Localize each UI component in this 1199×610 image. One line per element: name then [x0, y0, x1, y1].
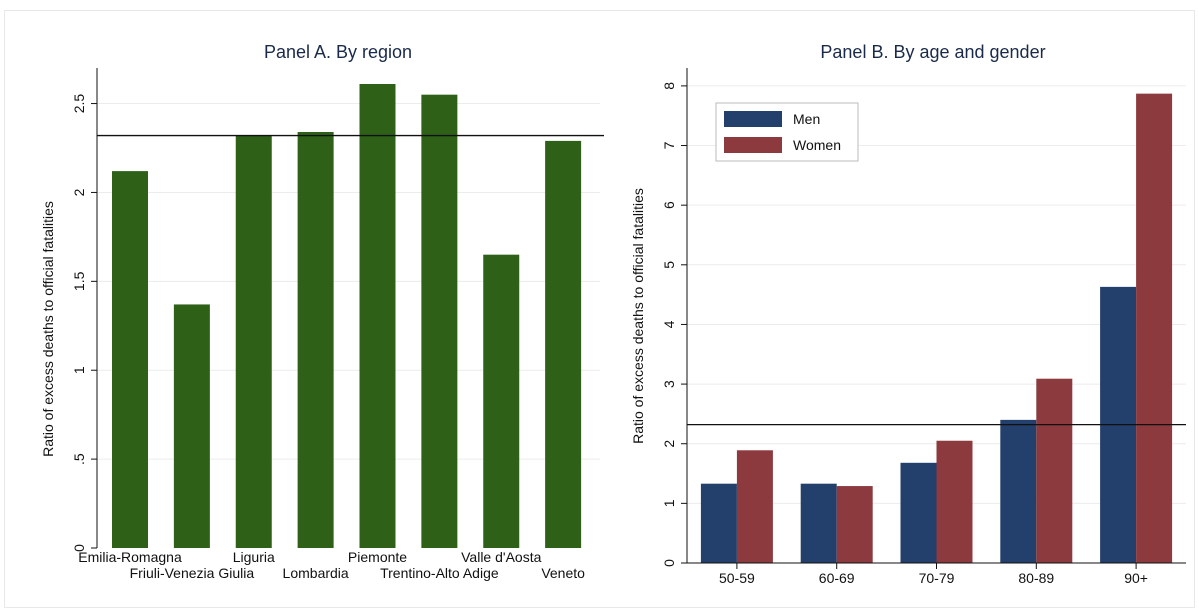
panel-a-x-tick-label: Liguria — [233, 549, 275, 565]
panel-a-y-tick-label: 1.5 — [71, 271, 87, 291]
panel-b-y-tick-label: 0 — [661, 559, 677, 567]
panel-b-x-axis: 50-59 60-69 70-79 80-89 90+ — [719, 563, 1148, 586]
legend-label-men: Men — [793, 111, 820, 127]
panel-b-y-tick-label: 3 — [661, 380, 677, 388]
panel-b-bar-women — [836, 486, 873, 563]
panel-a-y-tick-label: 2.5 — [71, 94, 87, 114]
panel-b-y-tick-label: 7 — [661, 141, 677, 149]
panel-b-y-tick-label: 6 — [661, 201, 677, 209]
panel-a-y-tick-label: .5 — [71, 453, 87, 465]
panel-b-bar-women — [1036, 378, 1073, 563]
panel-b-bar-women — [736, 450, 773, 563]
panel-b-x-tick-label: 70-79 — [919, 570, 955, 586]
panel-a: Panel A. By region Ratio of excess death… — [40, 42, 604, 581]
panel-a-bar — [235, 135, 272, 549]
panel-a-bar — [173, 304, 210, 548]
panel-a-bars — [112, 84, 582, 549]
panel-a-x-tick-label: Valle d'Aosta — [461, 549, 541, 565]
panel-a-y-tick-label: 1 — [71, 366, 87, 374]
panel-a-x-tick-label: Lombardia — [283, 565, 349, 581]
panel-b-bars — [700, 93, 1173, 563]
panel-b-bar-men — [1000, 419, 1037, 563]
panel-b-bar-men — [900, 462, 937, 563]
panel-a-y-tick-label: 2 — [71, 188, 87, 196]
panel-b-title: Panel B. By age and gender — [820, 42, 1045, 62]
panel-a-bar — [421, 94, 458, 549]
panel-a-y-axis: 0 .5 1 1.5 2 2.5 — [71, 68, 98, 552]
panel-a-x-tick-label: Veneto — [541, 565, 585, 581]
panel-a-bar — [359, 84, 396, 548]
panel-b-bar-women — [936, 440, 973, 563]
panel-b-y-tick-label: 5 — [661, 261, 677, 269]
panel-b: Panel B. By age and gender Ratio of exce… — [630, 42, 1186, 586]
panel-a-bar — [297, 132, 334, 548]
legend-label-women: Women — [793, 137, 841, 153]
panel-b-bar-men — [800, 483, 837, 563]
panel-a-x-tick-label: Piemonte — [348, 549, 407, 565]
panel-b-bar-men — [700, 483, 737, 563]
panel-a-gridlines — [97, 103, 600, 460]
panel-a-bar — [483, 254, 520, 548]
panel-a-x-tick-label: Friuli-Venezia Giulia — [130, 565, 255, 581]
panel-b-bar-women — [1136, 93, 1173, 563]
panel-a-x-tick-label: Trentino-Alto Adige — [380, 565, 499, 581]
panel-b-x-tick-label: 50-59 — [719, 570, 755, 586]
panel-b-legend: Men Women — [715, 102, 859, 162]
panel-b-y-tick-label: 8 — [661, 82, 677, 90]
panel-b-y-tick-label: 2 — [661, 440, 677, 448]
panel-b-x-tick-label: 60-69 — [819, 570, 855, 586]
panel-a-x-tick-label: Emilia-Romagna — [78, 549, 182, 565]
panel-a-bar — [112, 171, 148, 548]
panel-b-y-tick-label: 4 — [661, 320, 677, 328]
panel-a-ylabel: Ratio of excess deaths to official fatal… — [40, 201, 56, 457]
panel-b-y-tick-label: 1 — [661, 499, 677, 507]
panel-a-title: Panel A. By region — [264, 42, 412, 62]
panel-b-ylabel: Ratio of excess deaths to official fatal… — [630, 188, 646, 444]
legend-swatch-men — [724, 111, 782, 127]
panel-a-bar — [545, 140, 582, 548]
panel-b-x-tick-label: 80-89 — [1018, 570, 1054, 586]
legend-swatch-women — [724, 137, 782, 153]
panel-a-y-tick-label: 0 — [71, 544, 87, 552]
panel-b-x-tick-label: 90+ — [1124, 570, 1148, 586]
